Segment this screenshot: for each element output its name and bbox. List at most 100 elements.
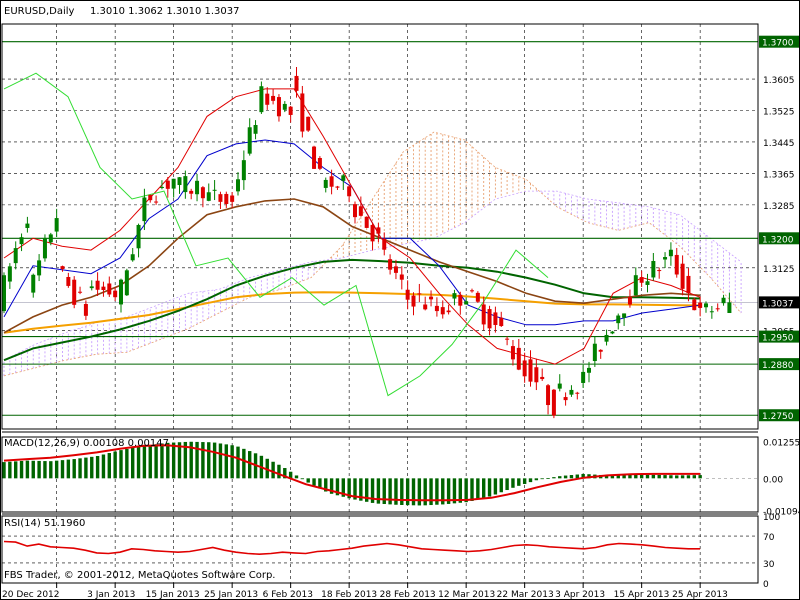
candle[interactable]	[423, 296, 428, 311]
candle[interactable]	[686, 268, 691, 302]
rsi-panel[interactable]: 100 70 30 0 RSI(14) 51.1960	[2, 513, 780, 590]
candle[interactable]	[370, 222, 375, 251]
candle[interactable]	[411, 292, 416, 316]
candle[interactable]	[171, 178, 176, 198]
candle[interactable]	[83, 300, 88, 320]
candle[interactable]	[113, 287, 118, 302]
candle[interactable]	[25, 216, 30, 233]
candle[interactable]	[37, 254, 42, 282]
candle[interactable]	[639, 270, 644, 287]
candle[interactable]	[341, 173, 346, 190]
candle[interactable]	[119, 278, 123, 313]
candle[interactable]	[592, 336, 597, 367]
candle[interactable]	[165, 177, 170, 198]
candle[interactable]	[721, 294, 726, 306]
candle[interactable]	[259, 81, 264, 114]
candle[interactable]	[622, 313, 627, 326]
candle[interactable]	[692, 297, 697, 311]
candle[interactable]	[294, 66, 299, 98]
candle[interactable]	[458, 291, 463, 315]
candle[interactable]	[393, 259, 398, 280]
candle[interactable]	[575, 391, 580, 400]
candle[interactable]	[13, 241, 18, 270]
candle[interactable]	[429, 290, 434, 307]
candle[interactable]	[651, 252, 656, 281]
candle[interactable]	[329, 169, 334, 195]
candle[interactable]	[505, 336, 510, 346]
candle[interactable]	[31, 273, 36, 298]
candle[interactable]	[183, 170, 188, 199]
candle[interactable]	[206, 183, 211, 202]
candle[interactable]	[253, 120, 258, 140]
candle[interactable]	[604, 329, 609, 346]
candle[interactable]	[522, 352, 527, 383]
candle[interactable]	[300, 85, 305, 138]
candle[interactable]	[464, 297, 469, 305]
candle[interactable]	[627, 289, 632, 308]
candle[interactable]	[335, 185, 340, 190]
candle[interactable]	[230, 192, 235, 208]
candle[interactable]	[282, 101, 287, 113]
candle[interactable]	[534, 358, 539, 391]
candle[interactable]	[668, 242, 673, 266]
candle[interactable]	[563, 392, 568, 406]
candle[interactable]	[195, 173, 200, 202]
candle[interactable]	[516, 338, 521, 371]
candle[interactable]	[540, 368, 545, 381]
candle[interactable]	[557, 374, 562, 392]
candle[interactable]	[189, 188, 194, 200]
candle[interactable]	[358, 196, 363, 217]
candle[interactable]	[704, 301, 708, 313]
candle[interactable]	[440, 300, 445, 319]
candle[interactable]	[546, 384, 551, 415]
candle[interactable]	[247, 118, 252, 156]
candle[interactable]	[598, 349, 603, 359]
candle[interactable]	[499, 311, 504, 327]
candle[interactable]	[528, 350, 533, 387]
candlesticks[interactable]	[2, 66, 732, 419]
candle[interactable]	[130, 248, 135, 262]
candle[interactable]	[364, 216, 369, 228]
candle[interactable]	[452, 289, 457, 306]
candle[interactable]	[224, 191, 229, 208]
candle[interactable]	[657, 267, 662, 279]
candle[interactable]	[200, 186, 205, 208]
macd-panel[interactable]: 0.01255 0.00 -0.01094 MACD(12,26,9) 0.0010…	[2, 438, 800, 518]
candle[interactable]	[218, 191, 223, 210]
candle[interactable]	[663, 252, 668, 269]
candle[interactable]	[177, 177, 182, 194]
candle[interactable]	[715, 303, 720, 312]
candle[interactable]	[680, 255, 685, 296]
candle[interactable]	[645, 273, 650, 293]
price-panel[interactable]: 1.3605 1.3525 1.3445 1.3365 1.3285 1.3125 1.29…	[2, 6, 799, 583]
candle[interactable]	[95, 272, 100, 296]
candle[interactable]	[7, 263, 12, 289]
candle[interactable]	[101, 281, 106, 297]
candle[interactable]	[376, 223, 381, 243]
candle[interactable]	[709, 305, 714, 319]
candle[interactable]	[633, 267, 638, 296]
candle[interactable]	[698, 296, 703, 317]
candle[interactable]	[306, 116, 311, 132]
candle[interactable]	[493, 306, 498, 333]
candle[interactable]	[581, 364, 586, 388]
candle[interactable]	[347, 184, 352, 203]
candle[interactable]	[276, 94, 281, 122]
candle[interactable]	[19, 233, 24, 252]
candle[interactable]	[124, 268, 129, 297]
candle[interactable]	[417, 283, 422, 303]
candle[interactable]	[148, 194, 153, 203]
candle[interactable]	[107, 276, 112, 297]
candle[interactable]	[2, 272, 6, 314]
candle[interactable]	[89, 280, 94, 291]
candle[interactable]	[154, 195, 159, 205]
candle[interactable]	[265, 87, 270, 110]
candle[interactable]	[399, 266, 404, 290]
candle[interactable]	[78, 286, 83, 295]
candle[interactable]	[136, 223, 141, 258]
candle[interactable]	[271, 88, 276, 105]
candle[interactable]	[72, 276, 77, 309]
candle[interactable]	[42, 234, 47, 262]
candle[interactable]	[487, 305, 492, 336]
candle[interactable]	[312, 145, 317, 169]
